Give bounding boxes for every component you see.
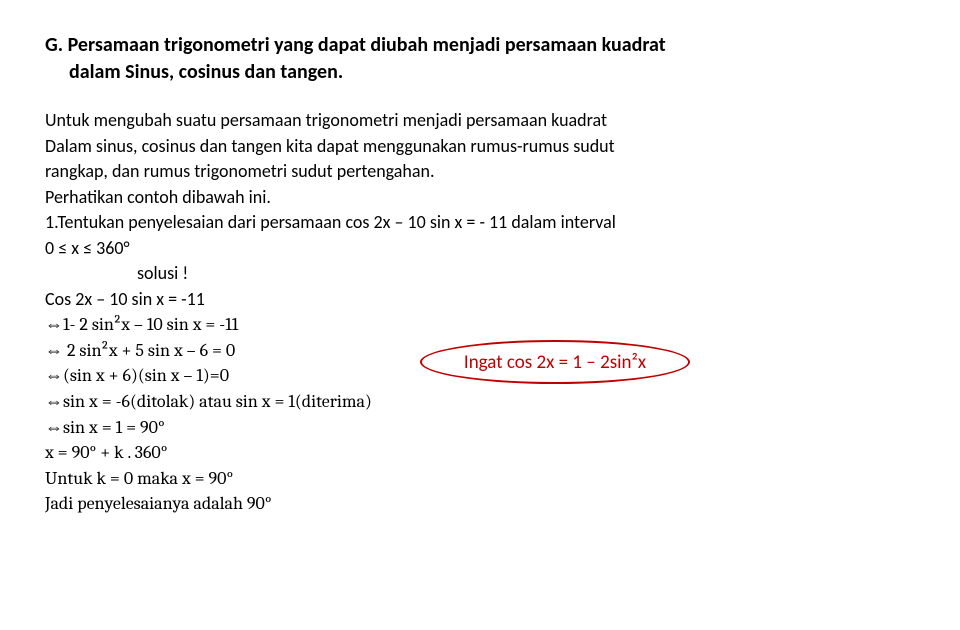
step-6: x = 90° + k . 360° <box>45 440 915 466</box>
step-1: ⇔1- 2 sin²x – 10 sin x = -11 <box>45 312 915 338</box>
intro-line-1: Untuk mengubah suatu persamaan trigonome… <box>45 108 915 134</box>
content-body: Untuk mengubah suatu persamaan trigonome… <box>45 108 915 517</box>
section-heading: G. Persamaan trigonometri yang dapat diu… <box>45 32 915 86</box>
intro-line-2: Dalam sinus, cosinus dan tangen kita dap… <box>45 134 915 160</box>
reminder-callout: Ingat cos 2x = 1 – 2sin²x <box>420 340 690 384</box>
step-0: Cos 2x – 10 sin x = -11 <box>45 287 915 313</box>
callout-text: Ingat cos 2x = 1 – 2sin²x <box>464 351 646 374</box>
step-5: ⇔sin x = 1 = 90° <box>45 415 915 441</box>
heading-line1: G. Persamaan trigonometri yang dapat diu… <box>45 33 666 57</box>
problem-line-1: 1.Tentukan penyelesaian dari persamaan c… <box>45 210 915 236</box>
step-4: ⇔sin x = -6(ditolak) atau sin x = 1(dite… <box>45 389 915 415</box>
problem-line-2: 0 ≤ x ≤ 360° <box>45 236 915 262</box>
intro-line-4: Perhatikan contoh dibawah ini. <box>45 185 915 211</box>
solusi-label: solusi ! <box>45 261 915 287</box>
step-7: Untuk k = 0 maka x = 90° <box>45 466 915 492</box>
heading-line2: dalam Sinus, cosinus dan tangen. <box>45 59 915 86</box>
step-8: Jadi penyelesaianya adalah 90° <box>45 491 915 517</box>
intro-line-3: rangkap, dan rumus trigonometri sudut pe… <box>45 159 915 185</box>
